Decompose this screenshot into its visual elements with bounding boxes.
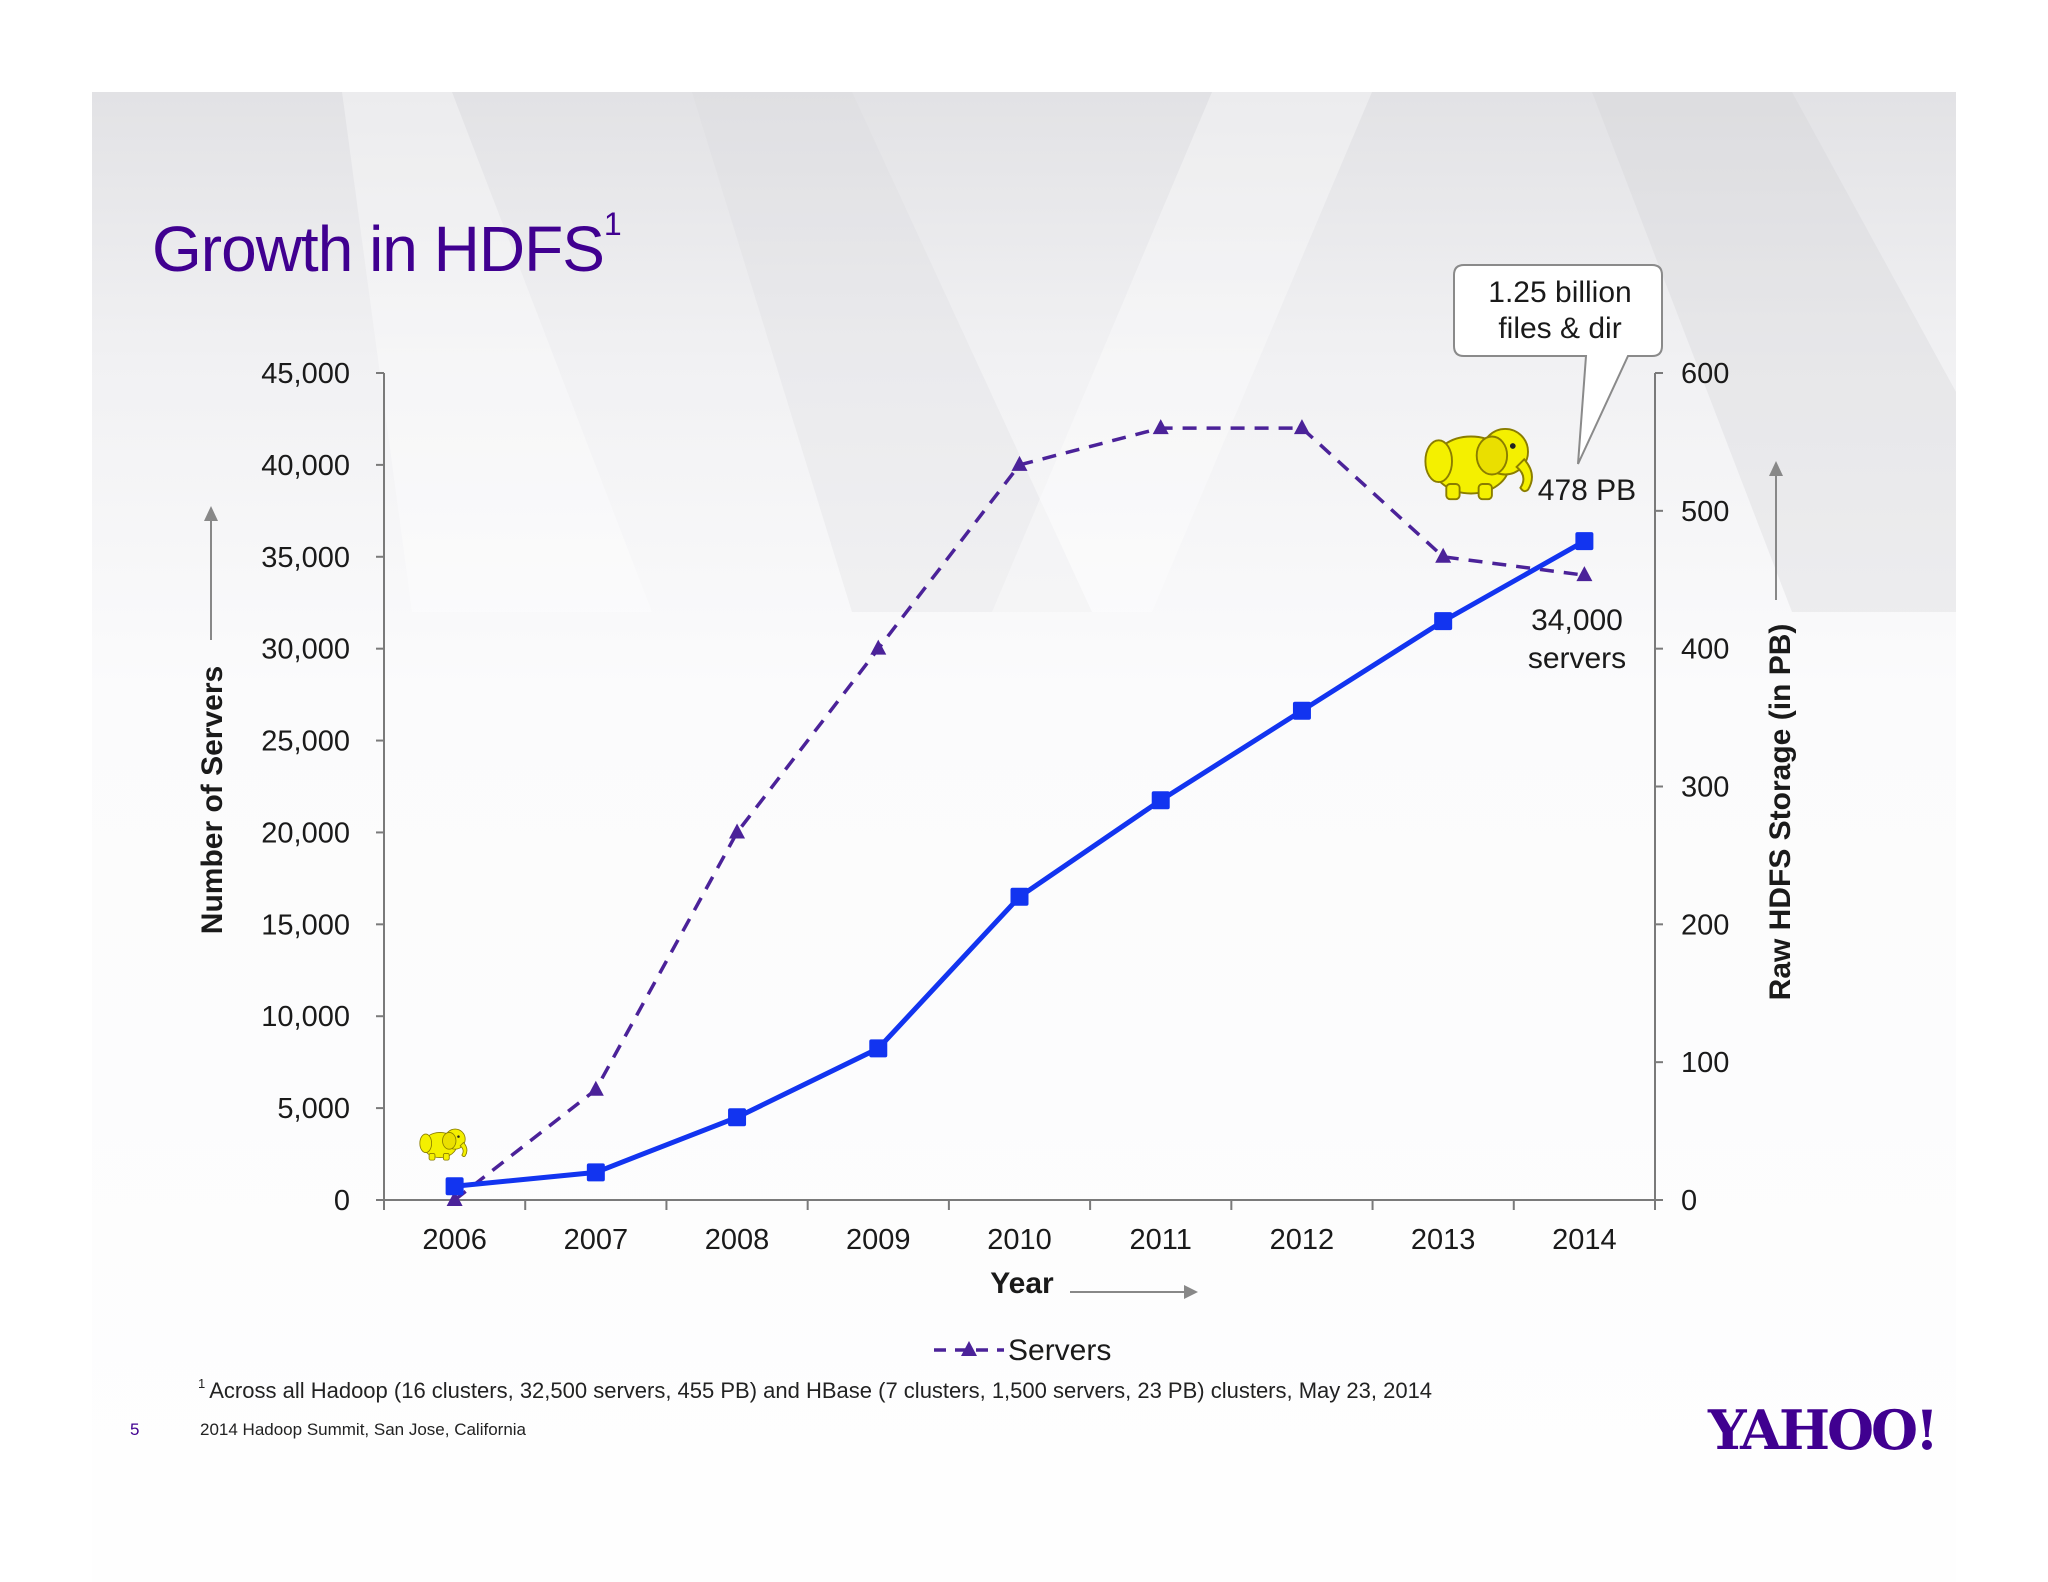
left-y-tick-label: 10,000 [261,1001,350,1033]
servers-data-point [729,823,746,839]
storage-data-point [728,1108,747,1127]
storage-data-point [1010,887,1029,906]
elephant-ear [442,1131,457,1150]
elephant-trunk [1515,457,1533,493]
x-tick-label: 2014 [1552,1224,1617,1256]
yahoo-logo: YAHOO! [1708,1398,1939,1462]
elephant-tail-part [1424,439,1453,484]
right-y-tick-label: 200 [1681,909,1729,941]
elephant-eye [457,1135,460,1138]
left-y-tick-label: 40,000 [261,450,350,482]
elephant-eye [1509,443,1516,449]
elephant-leg [1445,483,1461,501]
callout-box [1453,264,1663,465]
servers-data-point [1435,547,1452,563]
storage-series-line [454,539,1586,1189]
elephant-leg [1477,483,1493,501]
x-tick-label: 2006 [422,1224,487,1256]
storage-data-point [1575,532,1594,551]
servers-data-point [1152,419,1169,435]
event-label: 2014 Hadoop Summit, San Jose, California [200,1420,527,1439]
left-y-tick-label: 35,000 [261,542,350,574]
right-y-tick-label: 300 [1681,772,1729,804]
right-y-tick-label: 600 [1681,358,1729,390]
elephant-ear [1475,435,1509,476]
hadoop-elephant-large-icon [1424,427,1533,501]
background-decoration [342,92,1956,612]
page-number: 5 [130,1420,140,1439]
storage-data-point [445,1177,464,1196]
right-y-tick-label: 400 [1681,634,1729,666]
elephant-tail-part [419,1133,433,1153]
slide-title: Growth in HDFS1 [152,206,622,285]
hadoop-elephant-small-icon [419,1128,468,1161]
right-y-tick-label: 0 [1681,1185,1697,1217]
x-tick-label: 2013 [1411,1224,1476,1256]
servers-data-point [1011,455,1028,471]
servers-value-label: 34,000 [1531,604,1623,637]
callout-text-line: files & dir [1498,312,1621,345]
storage-data-point [586,1163,605,1182]
storage-data-point [869,1039,888,1058]
x-tick-label: 2011 [1130,1224,1192,1256]
right-axis-arrow-head [1769,461,1783,476]
x-tick-label: 2009 [846,1224,911,1256]
title-footnote-mark: 1 [603,206,622,242]
servers-value-label: servers [1528,642,1626,675]
left-y-tick-label: 45,000 [261,358,350,390]
storage-data-point [1151,791,1170,810]
left-y-tick-label: 20,000 [261,817,350,849]
x-tick-label: 2008 [705,1224,770,1256]
right-y-tick-label: 100 [1681,1047,1729,1079]
left-y-tick-label: 30,000 [261,634,350,666]
callout-text-line: 1.25 billion [1488,276,1631,309]
left-y-tick-label: 25,000 [261,726,350,758]
left-y-axis-title: Number of Servers [196,666,229,934]
storage-data-point [1292,701,1311,720]
x-tick-label: 2007 [564,1224,629,1256]
servers-data-point [446,1191,463,1206]
elephant-leg [428,1152,436,1161]
servers-data-point [870,639,887,655]
x-tick-label: 2012 [1270,1224,1335,1256]
left-axis-arrow-head [204,506,218,521]
right-y-axis-title: Raw HDFS Storage (in PB) [1764,624,1797,1001]
storage-data-point [1434,612,1453,631]
servers-data-point [1293,419,1310,435]
footnote-mark: 1 [198,1376,206,1391]
servers-series-line [453,426,1585,1202]
right-y-tick-label: 500 [1681,496,1729,528]
servers-data-point [1576,566,1593,582]
legend-swatch-marker [961,1341,977,1356]
left-y-tick-label: 0 [334,1185,350,1217]
servers-data-point [587,1080,604,1096]
left-y-tick-label: 5,000 [277,1093,350,1125]
storage-value-label: 478 PB [1538,474,1636,507]
x-axis-arrow-head [1184,1285,1198,1299]
x-tick-label: 2010 [987,1224,1052,1256]
footnote: 1 Across all Hadoop (16 clusters, 32,500 … [198,1376,1433,1403]
left-y-tick-label: 15,000 [261,909,350,941]
elephant-trunk [459,1141,468,1158]
legend-label-servers: Servers [1008,1334,1111,1367]
elephant-leg [442,1152,450,1161]
x-axis-title: Year [990,1267,1054,1300]
